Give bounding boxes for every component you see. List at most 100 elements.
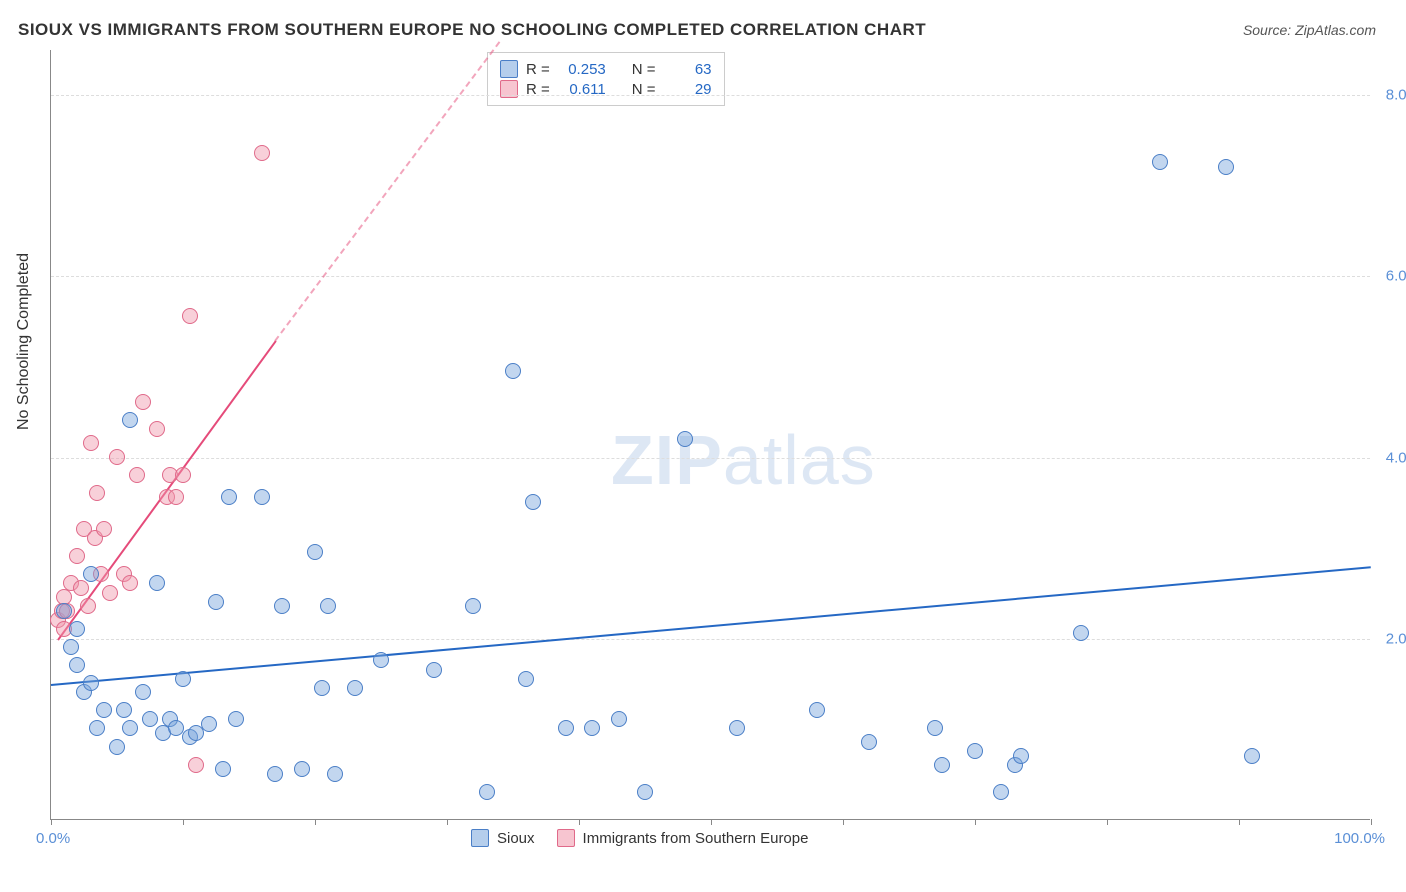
data-point-immigrants xyxy=(96,521,112,537)
data-point-sioux xyxy=(83,566,99,582)
data-point-sioux xyxy=(1244,748,1260,764)
gridline xyxy=(51,276,1370,277)
x-axis-max-label: 100.0% xyxy=(1334,830,1385,847)
x-tick xyxy=(447,819,448,825)
data-point-sioux xyxy=(558,720,574,736)
data-point-sioux xyxy=(175,671,191,687)
data-point-sioux xyxy=(426,662,442,678)
data-point-immigrants xyxy=(149,421,165,437)
data-point-sioux xyxy=(294,761,310,777)
x-tick xyxy=(1371,819,1372,825)
y-tick-label: 2.0% xyxy=(1375,630,1406,647)
data-point-sioux xyxy=(934,757,950,773)
legend-item: Sioux xyxy=(471,829,535,847)
data-point-sioux xyxy=(1152,154,1168,170)
watermark: ZIPatlas xyxy=(611,420,876,500)
data-point-sioux xyxy=(584,720,600,736)
data-point-sioux xyxy=(69,657,85,673)
legend-label: Immigrants from Southern Europe xyxy=(583,830,809,847)
series-legend: Sioux Immigrants from Southern Europe xyxy=(471,829,808,847)
data-point-sioux xyxy=(993,784,1009,800)
data-point-sioux xyxy=(254,489,270,505)
x-tick xyxy=(183,819,184,825)
data-point-sioux xyxy=(1218,159,1234,175)
data-point-immigrants xyxy=(188,757,204,773)
data-point-sioux xyxy=(274,598,290,614)
x-tick xyxy=(315,819,316,825)
data-point-sioux xyxy=(729,720,745,736)
data-point-sioux xyxy=(677,431,693,447)
data-point-sioux xyxy=(83,675,99,691)
data-point-immigrants xyxy=(102,585,118,601)
n-label: N = xyxy=(632,61,656,78)
y-tick-label: 8.0% xyxy=(1375,87,1406,104)
y-axis-label: No Schooling Completed xyxy=(15,253,33,430)
gridline xyxy=(51,458,1370,459)
x-tick xyxy=(579,819,580,825)
x-tick xyxy=(1239,819,1240,825)
data-point-sioux xyxy=(327,766,343,782)
data-point-sioux xyxy=(637,784,653,800)
data-point-sioux xyxy=(1013,748,1029,764)
data-point-sioux xyxy=(122,720,138,736)
data-point-sioux xyxy=(518,671,534,687)
swatch-blue-icon xyxy=(500,60,518,78)
r-label: R = xyxy=(526,61,550,78)
x-tick xyxy=(711,819,712,825)
swatch-pink-icon xyxy=(557,829,575,847)
watermark-bold: ZIP xyxy=(611,421,723,499)
y-tick-label: 6.0% xyxy=(1375,268,1406,285)
legend-label: Sioux xyxy=(497,830,535,847)
gridline xyxy=(51,639,1370,640)
data-point-sioux xyxy=(56,603,72,619)
chart-title: SIOUX VS IMMIGRANTS FROM SOUTHERN EUROPE… xyxy=(18,20,926,40)
data-point-immigrants xyxy=(254,145,270,161)
data-point-immigrants xyxy=(89,485,105,501)
data-point-immigrants xyxy=(182,308,198,324)
data-point-immigrants xyxy=(122,575,138,591)
data-point-sioux xyxy=(267,766,283,782)
legend-item: Immigrants from Southern Europe xyxy=(557,829,809,847)
y-tick-label: 4.0% xyxy=(1375,449,1406,466)
data-point-sioux xyxy=(927,720,943,736)
x-axis-min-label: 0.0% xyxy=(36,830,70,847)
data-point-sioux xyxy=(525,494,541,510)
data-point-sioux xyxy=(89,720,105,736)
data-point-immigrants xyxy=(135,394,151,410)
data-point-sioux xyxy=(69,621,85,637)
trendline-sioux xyxy=(51,566,1371,686)
data-point-sioux xyxy=(122,412,138,428)
stats-legend-row: R = 0.253 N = 63 xyxy=(500,59,712,79)
stats-legend: R = 0.253 N = 63 R = 0.611 N = 29 xyxy=(487,52,725,106)
watermark-light: atlas xyxy=(723,421,876,499)
chart-plot-area: ZIPatlas R = 0.253 N = 63 R = 0.611 N = … xyxy=(50,50,1370,820)
data-point-sioux xyxy=(96,702,112,718)
data-point-sioux xyxy=(809,702,825,718)
x-tick xyxy=(51,819,52,825)
data-point-sioux xyxy=(505,363,521,379)
data-point-immigrants xyxy=(168,489,184,505)
data-point-immigrants xyxy=(129,467,145,483)
data-point-immigrants xyxy=(109,449,125,465)
data-point-sioux xyxy=(307,544,323,560)
data-point-sioux xyxy=(109,739,125,755)
data-point-immigrants xyxy=(73,580,89,596)
x-tick xyxy=(1107,819,1108,825)
gridline xyxy=(51,95,1370,96)
source-attribution: Source: ZipAtlas.com xyxy=(1243,22,1376,38)
data-point-sioux xyxy=(116,702,132,718)
data-point-sioux xyxy=(611,711,627,727)
data-point-sioux xyxy=(215,761,231,777)
data-point-sioux xyxy=(63,639,79,655)
data-point-sioux xyxy=(208,594,224,610)
x-tick xyxy=(975,819,976,825)
data-point-immigrants xyxy=(175,467,191,483)
data-point-sioux xyxy=(479,784,495,800)
data-point-sioux xyxy=(135,684,151,700)
data-point-immigrants xyxy=(80,598,96,614)
data-point-sioux xyxy=(228,711,244,727)
r-value: 0.253 xyxy=(558,61,606,78)
data-point-sioux xyxy=(221,489,237,505)
data-point-sioux xyxy=(201,716,217,732)
data-point-sioux xyxy=(373,652,389,668)
